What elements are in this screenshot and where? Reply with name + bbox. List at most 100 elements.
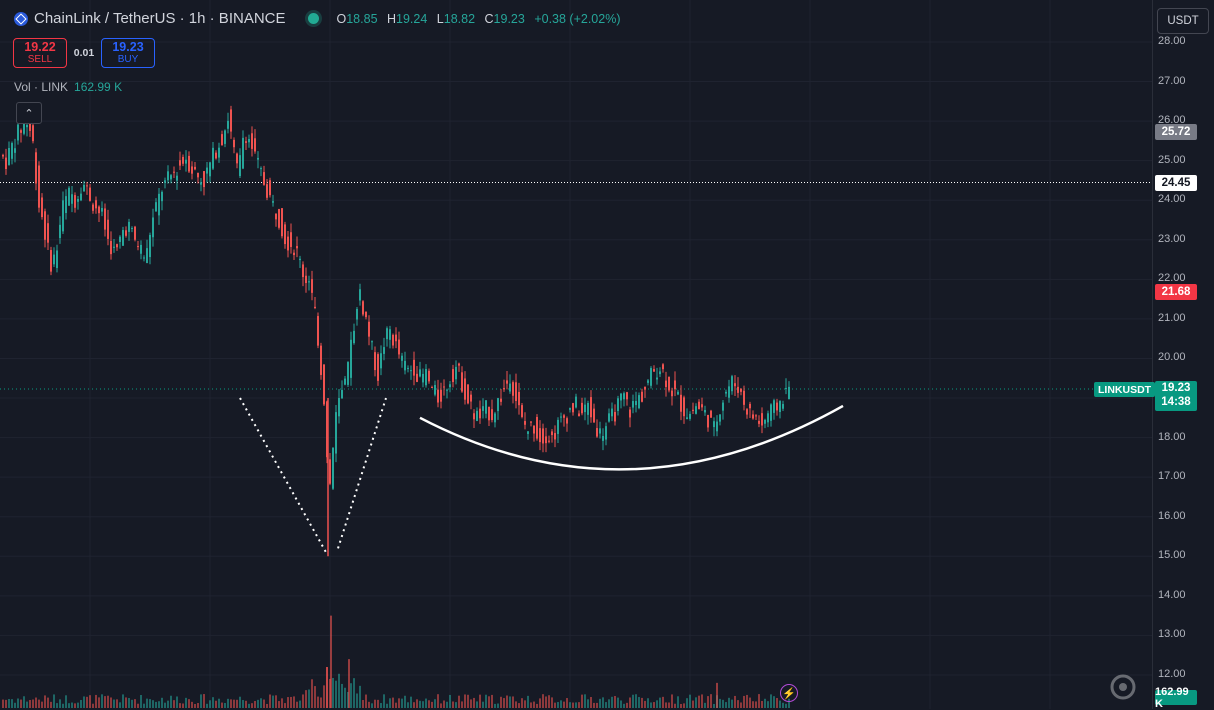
volume-bar — [671, 694, 673, 708]
sell-button[interactable]: 19.22 SELL — [13, 38, 67, 68]
candle-body — [707, 415, 709, 428]
candle-body — [509, 383, 511, 392]
volume-bar — [554, 702, 556, 708]
chart-title[interactable]: ChainLink / TetherUS · 1h · BINANCE — [34, 10, 286, 27]
volume-bar — [287, 697, 289, 708]
candle-body — [326, 401, 328, 458]
candle-body — [353, 330, 355, 344]
candle-body — [710, 410, 712, 418]
volume-bar — [245, 700, 247, 708]
ohlc-values: O18.85 H19.24 L18.82 C19.23 +0.38 (+2.02… — [337, 12, 627, 26]
candle-body — [635, 400, 637, 406]
chart-area[interactable] — [0, 0, 1152, 709]
volume-bar — [446, 701, 448, 708]
volume-bar — [20, 699, 22, 708]
volume-bar — [452, 701, 454, 708]
volume-bar — [107, 695, 109, 708]
candle-body — [272, 201, 274, 203]
candle-body — [740, 388, 742, 392]
candle-body — [71, 194, 73, 204]
price-tick: 25.00 — [1158, 153, 1186, 166]
volume-bar — [101, 694, 103, 708]
volume-bar — [5, 699, 7, 708]
volume-bar — [416, 699, 418, 708]
candle-body — [44, 211, 46, 240]
ohlc-close-value: 19.23 — [493, 11, 525, 26]
lightning-icon[interactable]: ⚡ — [780, 684, 798, 702]
candle-body — [191, 166, 193, 174]
candle-body — [746, 409, 748, 415]
volume-bar — [542, 694, 544, 708]
candle-body — [308, 281, 310, 283]
price-chart[interactable] — [0, 0, 1152, 709]
candle-body — [314, 306, 316, 308]
volume-bar — [323, 685, 325, 708]
volume-bar — [644, 700, 646, 708]
volume-bar — [113, 699, 115, 708]
candle-body — [179, 160, 181, 166]
candle-body — [455, 366, 457, 380]
chevron-up-icon[interactable]: ⌃ — [16, 102, 42, 124]
candle-body — [2, 154, 4, 157]
hline-price-label[interactable]: 24.45 — [1155, 175, 1197, 191]
volume-bar — [605, 702, 607, 708]
volume-bar — [380, 703, 382, 708]
candle-body — [275, 213, 277, 220]
volume-bar — [221, 702, 223, 708]
volume-bar — [215, 700, 217, 708]
candle-body — [305, 275, 307, 284]
candle-body — [299, 258, 301, 261]
volume-bar — [92, 703, 94, 708]
volume-bar — [338, 673, 340, 708]
volume-bar — [515, 701, 517, 708]
candle-body — [251, 133, 253, 149]
buy-button[interactable]: 19.23 BUY — [101, 38, 155, 68]
candle-body — [752, 414, 754, 419]
candle-body — [671, 390, 673, 397]
price-tick: 18.00 — [1158, 430, 1186, 443]
candle-body — [131, 227, 133, 229]
candle-body — [200, 182, 202, 185]
price-scale[interactable] — [1152, 0, 1214, 709]
candle-body — [374, 352, 376, 371]
market-status-icon[interactable] — [307, 13, 319, 24]
price-tick: 17.00 — [1158, 470, 1186, 483]
candle-body — [641, 391, 643, 402]
candle-body — [479, 408, 481, 419]
price-tick: 24.00 — [1158, 193, 1186, 206]
volume-bar — [761, 700, 763, 708]
candle-body — [173, 171, 175, 173]
volume-bar — [62, 703, 64, 708]
volume-bar — [545, 696, 547, 708]
candle-body — [404, 360, 406, 371]
volume-spike — [326, 667, 328, 708]
candle-body — [602, 435, 604, 441]
volume-bar — [110, 697, 112, 708]
candle-body — [632, 401, 634, 408]
volume-bar — [659, 697, 661, 708]
candle-body — [416, 373, 418, 382]
candle-body — [119, 236, 121, 242]
candle-body — [284, 224, 286, 245]
volume-bar — [44, 695, 46, 708]
candle-body — [38, 165, 40, 208]
currency-selector[interactable]: USDT — [1157, 8, 1209, 34]
volume-bar — [50, 701, 52, 708]
volume-bar — [665, 702, 667, 708]
candle-body — [80, 193, 82, 201]
candle-body — [149, 234, 151, 258]
candle-body — [446, 389, 448, 391]
volume-bar — [341, 683, 343, 708]
candle-body — [566, 418, 568, 424]
volume-legend: Vol · LINK 162.99 K — [14, 80, 122, 94]
candle-body — [647, 380, 649, 383]
volume-bar — [242, 700, 244, 708]
volume-bar — [161, 697, 163, 708]
candle-body — [617, 398, 619, 411]
volume-label[interactable]: Vol · LINK — [14, 80, 69, 94]
candle-body — [527, 431, 529, 434]
candle-body — [662, 364, 664, 370]
current-price-value: 19.23 — [1161, 382, 1191, 395]
v-shape-dotted-right — [337, 397, 387, 549]
volume-bar — [620, 700, 622, 708]
